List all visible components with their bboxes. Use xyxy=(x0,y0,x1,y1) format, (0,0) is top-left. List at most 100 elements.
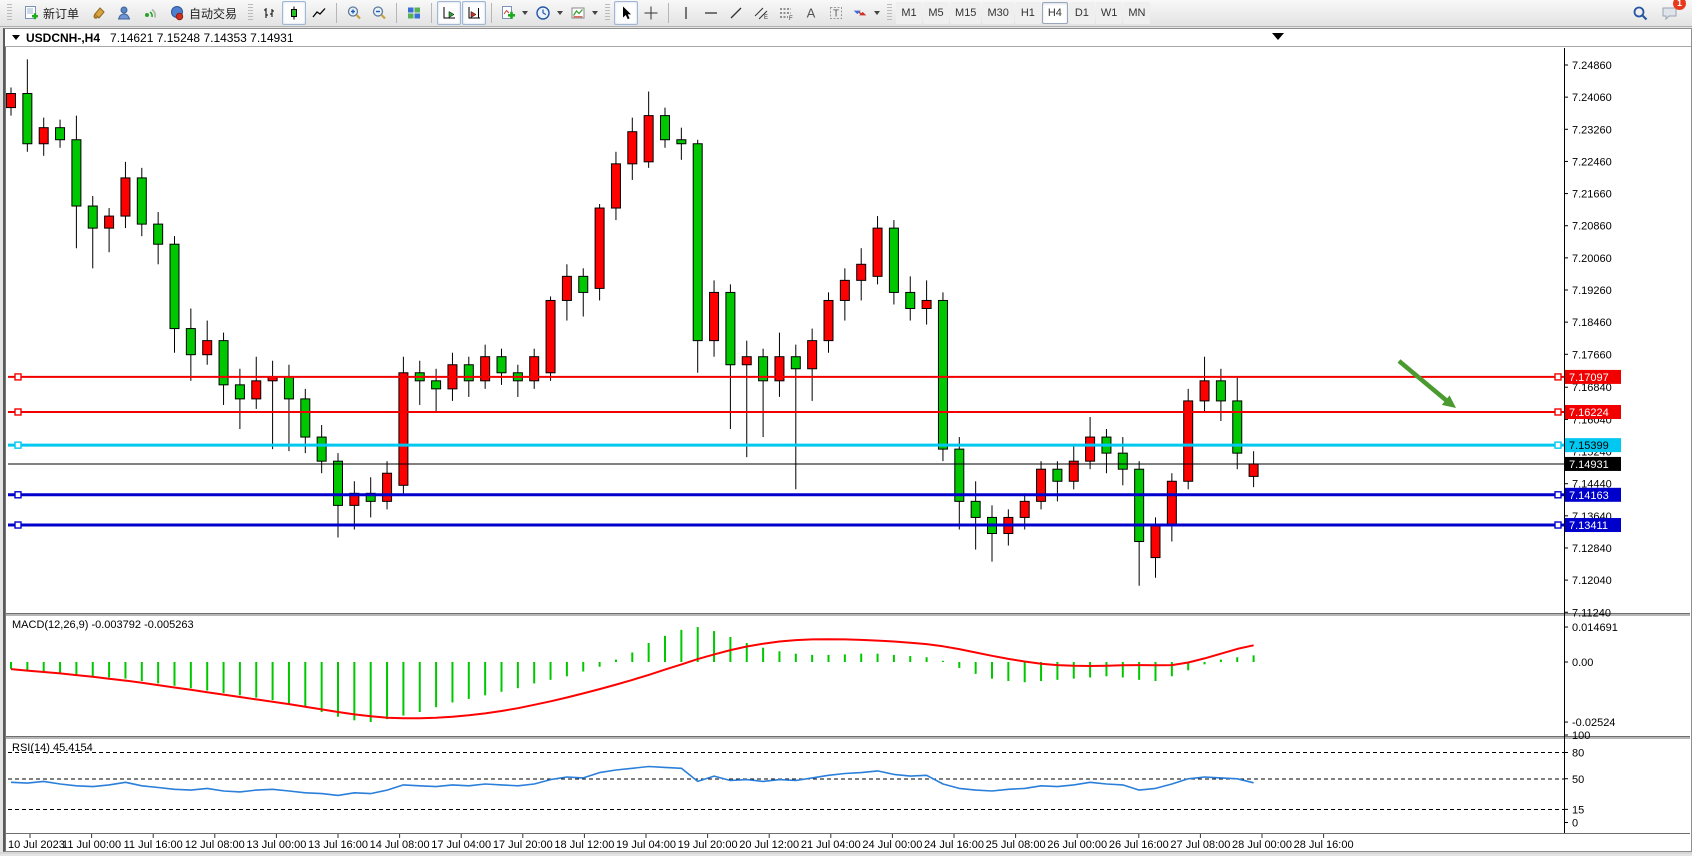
clock-icon xyxy=(536,6,550,20)
zoom-in-button[interactable] xyxy=(342,1,366,25)
timeframes-menu-button[interactable] xyxy=(532,1,566,25)
tile-windows-button[interactable] xyxy=(402,1,426,25)
crosshair-icon xyxy=(644,6,658,20)
timeframe-button-M1[interactable]: M1 xyxy=(896,2,923,24)
price-badge-label: 7.16224 xyxy=(1569,407,1609,419)
timeframe-button-M5[interactable]: M5 xyxy=(923,2,950,24)
chart-styles-button[interactable] xyxy=(87,1,111,25)
chart-shift-marker-icon[interactable] xyxy=(1272,33,1284,40)
line-handle[interactable] xyxy=(14,521,22,529)
zoom-out-button[interactable] xyxy=(367,1,391,25)
collapse-triangle-icon[interactable] xyxy=(12,35,20,40)
timeframe-button-M15[interactable]: M15 xyxy=(950,2,982,24)
timeframe-button-D1[interactable]: D1 xyxy=(1068,2,1095,24)
annotation-arrow[interactable] xyxy=(1397,359,1456,408)
candle-body-up xyxy=(1019,500,1030,518)
horizontal-line-button[interactable] xyxy=(699,1,723,25)
arrows-tool-icon xyxy=(853,10,867,16)
chart-title-bar[interactable]: USDCNH-,H4 7.14621 7.15248 7.14353 7.149… xyxy=(5,29,1691,47)
chart-shift-button[interactable] xyxy=(462,1,487,25)
line-handle[interactable] xyxy=(14,373,22,381)
line-handle[interactable] xyxy=(1554,491,1562,499)
price-badge-7.17097 xyxy=(1565,369,1621,384)
notifications-button[interactable]: 1 xyxy=(1658,0,1686,25)
toolbar-grip[interactable] xyxy=(248,4,254,22)
svg-text:E: E xyxy=(764,15,768,21)
candle-body-up xyxy=(643,115,654,163)
new-order-button[interactable]: 新订单 xyxy=(16,1,86,25)
fibonacci-button[interactable]: F xyxy=(774,1,798,25)
line-handle[interactable] xyxy=(14,491,22,499)
text-tool-button[interactable]: A xyxy=(799,1,823,25)
timeframe-button-MN[interactable]: MN xyxy=(1123,2,1151,24)
candle-body-down xyxy=(71,139,82,207)
timeframe-button-M30[interactable]: M30 xyxy=(982,2,1014,24)
line-handle[interactable] xyxy=(14,441,22,449)
text-label-button[interactable]: T xyxy=(824,1,848,25)
line-handle[interactable] xyxy=(1554,441,1562,449)
auto-scroll-icon xyxy=(443,7,456,19)
line-handle[interactable] xyxy=(14,408,22,416)
time-tick-label: 28 Jul 16:00 xyxy=(1294,839,1354,851)
indicators-button[interactable] xyxy=(497,1,531,25)
vertical-line-icon xyxy=(685,7,687,19)
time-tick-label: 13 Jul 00:00 xyxy=(246,839,306,851)
signal-button[interactable] xyxy=(137,1,161,25)
notification-badge: 1 xyxy=(1673,0,1686,10)
time-tick-label: 25 Jul 08:00 xyxy=(986,839,1046,851)
time-tick-label: 28 Jul 00:00 xyxy=(1232,839,1292,851)
price-tick-label: 7.18460 xyxy=(1572,317,1612,329)
candle-body-up xyxy=(529,356,540,382)
candle-body-down xyxy=(676,139,687,145)
timeframe-button-H1[interactable]: H1 xyxy=(1014,2,1041,24)
candle-body-down xyxy=(1215,380,1226,402)
toolbar-separator xyxy=(668,3,670,23)
cursor-button[interactable] xyxy=(614,1,639,25)
chart-canvas[interactable]: 7.24860 7.24060 7.23260 7.22460 7.21660 7.208… xyxy=(5,47,1690,851)
candle-body-down xyxy=(333,460,343,506)
candle-body-up xyxy=(1150,524,1161,559)
toolbar-grip[interactable] xyxy=(7,4,12,22)
price-badge-7.16224 xyxy=(1565,404,1621,419)
auto-scroll-button[interactable] xyxy=(437,1,462,25)
search-button[interactable] xyxy=(1628,1,1652,25)
status-strip xyxy=(0,852,1692,854)
time-tick-label: 19 Jul 20:00 xyxy=(678,839,738,851)
rsi-axis-label: 15 xyxy=(1572,804,1584,816)
crosshair-button[interactable] xyxy=(639,1,663,25)
channel-icon: E xyxy=(754,7,768,21)
toolbar-grip[interactable] xyxy=(887,4,893,22)
line-chart-button[interactable] xyxy=(307,1,331,25)
chart-plot-area[interactable]: MACD(12,26,9) -0.003792 -0.005263 RSI(14… xyxy=(5,47,1690,851)
svg-text:T: T xyxy=(833,9,839,20)
zoom-in-icon xyxy=(347,6,361,20)
candle-body-down xyxy=(185,328,196,356)
timeframe-button-W1[interactable]: W1 xyxy=(1095,2,1123,24)
line-handle[interactable] xyxy=(1554,521,1562,529)
price-badge-label: 7.17097 xyxy=(1569,372,1609,384)
ohlc-bars-icon xyxy=(264,8,275,18)
template-chart-icon xyxy=(571,7,585,19)
candle-body-up xyxy=(823,299,834,342)
trendline-button[interactable] xyxy=(724,1,748,25)
arrows-tool-button[interactable] xyxy=(849,1,883,25)
line-handle[interactable] xyxy=(1554,408,1562,416)
profile-button[interactable] xyxy=(112,1,136,25)
line-handle[interactable] xyxy=(1554,373,1562,381)
new-order-label: 新订单 xyxy=(43,6,80,21)
toolbar-grip[interactable] xyxy=(605,4,611,22)
candle-body-up xyxy=(251,380,262,400)
bar-chart-button[interactable] xyxy=(257,1,281,25)
candle-body-down xyxy=(234,384,245,400)
price-badge-7.13411 xyxy=(1565,518,1621,533)
vertical-line-button[interactable] xyxy=(674,1,698,25)
candlestick-chart-button[interactable] xyxy=(282,1,307,25)
price-axis: 7.24860 7.24060 7.23260 7.22460 7.21660 7.208… xyxy=(1564,60,1621,619)
templates-button[interactable] xyxy=(567,1,601,25)
candle-body-down xyxy=(790,356,801,370)
macd-axis-label: -0.02524 xyxy=(1572,717,1615,729)
equidistant-channel-button[interactable]: E xyxy=(749,1,773,25)
auto-trading-button[interactable]: 自动交易 xyxy=(162,1,244,25)
timeframe-button-H4[interactable]: H4 xyxy=(1041,2,1068,24)
